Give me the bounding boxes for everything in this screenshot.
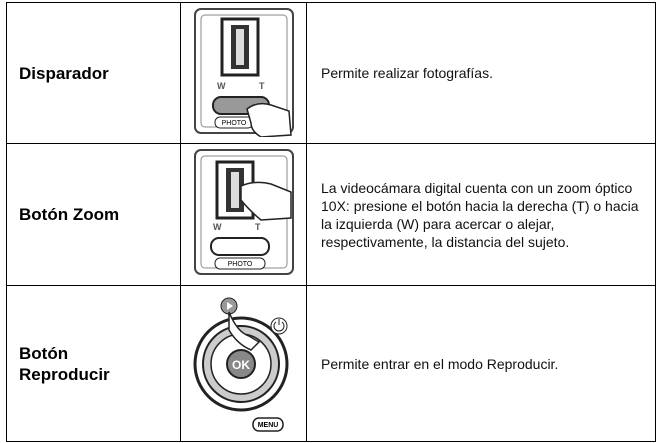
image-label: T — [259, 81, 265, 91]
shutter-illustration: W T PHOTO — [193, 7, 294, 138]
description: Permite entrar en el modo Reproducir. — [321, 355, 559, 372]
feature-name: Botón Zoom — [19, 205, 120, 224]
image-cell: OK MENU — [180, 285, 307, 442]
image-label: PHOTO — [227, 261, 252, 268]
description: Permite realizar fotografías. — [321, 65, 493, 81]
name-cell: Botón Reproducir — [6, 285, 181, 442]
image-label: W — [217, 81, 226, 91]
feature-table: Disparador W T PHOTO Permite realizar fo… — [6, 2, 656, 442]
feature-name: Botón Reproducir — [19, 343, 110, 384]
name-cell: Botón Zoom — [6, 143, 181, 286]
playback-illustration: OK MENU — [193, 297, 288, 432]
image-label: PHOTO — [221, 120, 246, 127]
image-cell: W T PHOTO — [180, 143, 307, 286]
description-cell: Permite realizar fotografías. — [306, 2, 656, 144]
image-label: OK — [232, 358, 250, 372]
description: La videocámara digital cuenta con un zoo… — [321, 179, 639, 250]
name-cell: Disparador — [6, 2, 181, 144]
description-cell: La videocámara digital cuenta con un zoo… — [306, 143, 656, 286]
row: Disparador W T PHOTO Permite realizar fo… — [6, 2, 656, 144]
feature-name: Disparador — [19, 63, 109, 83]
image-label: MENU — [257, 422, 278, 429]
image-label: W — [213, 222, 222, 232]
image-label: T — [255, 222, 261, 232]
image-cell: W T PHOTO — [180, 2, 307, 144]
row: Botón Zoom W T PHOTO La videocámara digi… — [6, 143, 656, 286]
description-cell: Permite entrar en el modo Reproducir. — [306, 285, 656, 442]
zoom-illustration: W T PHOTO — [193, 149, 294, 275]
row: Botón Reproducir OK MENU Permite entrar … — [6, 285, 656, 442]
